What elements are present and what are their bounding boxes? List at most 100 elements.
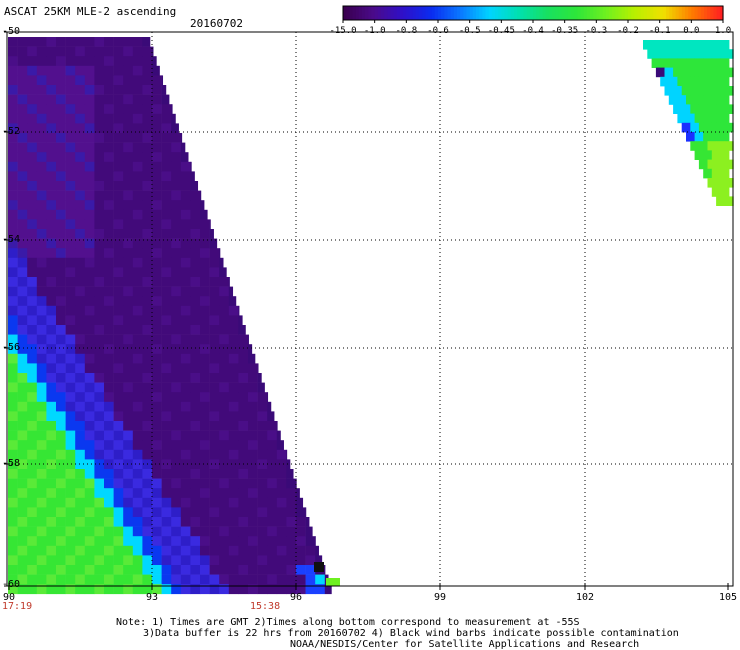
swath-cell xyxy=(200,526,210,537)
swath-cell xyxy=(267,488,278,499)
colorbar-swatch xyxy=(590,6,594,20)
swath-cell xyxy=(94,497,105,508)
swath-cell xyxy=(152,344,162,355)
swath-cell xyxy=(161,459,172,470)
colorbar-swatch xyxy=(685,6,689,20)
swath-cell xyxy=(27,277,38,287)
swath-cell xyxy=(132,334,143,345)
swath-cell xyxy=(190,248,201,259)
swath-cell xyxy=(75,181,86,191)
swath-cell xyxy=(180,238,191,249)
colorbar-swatch xyxy=(666,6,670,20)
swath-cell xyxy=(152,315,162,326)
swath-cell xyxy=(123,181,134,191)
swath-cell xyxy=(190,373,201,383)
swath-cell xyxy=(677,40,687,50)
swath-cell xyxy=(142,449,153,460)
swath-cell xyxy=(17,37,28,47)
swath-cell xyxy=(305,555,316,566)
swath-cell xyxy=(171,421,182,431)
swath-cell xyxy=(724,159,734,170)
swath-cell xyxy=(152,257,162,268)
swath-cell xyxy=(104,152,114,163)
swath-cell xyxy=(46,382,57,393)
swath-cell xyxy=(142,248,153,259)
swath-cell xyxy=(65,305,76,316)
swath-cell xyxy=(267,392,269,403)
swath-cell xyxy=(180,565,191,575)
swath-cell xyxy=(104,478,114,489)
swath-cell xyxy=(152,334,162,345)
swath-cell xyxy=(104,497,114,508)
swath-cell xyxy=(209,449,220,460)
swath-cell xyxy=(65,478,76,489)
swath-cell xyxy=(209,325,220,335)
swath-cell xyxy=(56,488,66,499)
swath-cell xyxy=(46,267,57,278)
swath-cell xyxy=(724,178,734,188)
swath-cell xyxy=(305,536,316,547)
swath-cell xyxy=(171,219,182,230)
swath-cell xyxy=(75,37,86,47)
swath-cell xyxy=(698,141,708,151)
x-tick-label: 96 xyxy=(289,592,303,603)
swath-cell xyxy=(56,411,66,422)
swath-cell xyxy=(36,248,47,259)
swath-cell xyxy=(8,305,18,316)
swath-cell xyxy=(276,497,287,508)
swath-cell xyxy=(257,517,268,527)
swath-cell xyxy=(113,565,124,575)
colorbar-tick-label: -0.3 xyxy=(585,26,608,36)
swath-cell xyxy=(123,449,134,460)
swath-cell xyxy=(56,353,66,364)
swath-cell xyxy=(27,65,38,76)
swath-cell xyxy=(698,49,708,59)
swath-cell xyxy=(104,363,114,374)
swath-cell xyxy=(694,113,704,124)
swath-cell xyxy=(113,344,124,355)
swath-cell xyxy=(17,334,28,345)
swath-cell xyxy=(27,113,38,124)
swath-cell xyxy=(104,574,114,585)
swath-cell xyxy=(660,40,670,50)
swath-cell xyxy=(276,507,287,518)
swath-cell xyxy=(720,132,730,142)
swath-cell xyxy=(8,152,18,163)
swath-cell xyxy=(27,497,38,508)
swath-cell xyxy=(65,238,76,249)
swath-cell xyxy=(65,584,76,595)
swath-cell xyxy=(180,277,191,287)
colorbar-swatch xyxy=(488,6,493,20)
swath-cell xyxy=(27,305,38,316)
swath-cell xyxy=(104,190,114,201)
swath-cell xyxy=(56,209,66,220)
swath-cell xyxy=(305,574,316,585)
swath-cell xyxy=(46,133,57,143)
swath-cell xyxy=(17,229,28,239)
swath-cell xyxy=(94,238,105,249)
swath-cell xyxy=(27,584,38,595)
swath-cell xyxy=(17,113,28,124)
swath-cell xyxy=(123,526,134,537)
swath-cell xyxy=(190,545,201,556)
swath-cell xyxy=(56,555,66,566)
swath-cell xyxy=(8,277,18,287)
colorbar-swatch xyxy=(713,6,718,20)
swath-cell xyxy=(720,187,730,197)
swath-cell xyxy=(104,344,114,355)
swath-cell xyxy=(238,353,249,364)
swath-cell xyxy=(8,363,18,374)
swath-cell xyxy=(209,430,220,441)
colorbar-swatch xyxy=(428,6,433,20)
colorbar-swatch xyxy=(672,6,677,20)
swath-cell xyxy=(123,334,134,345)
swath-cell xyxy=(36,574,47,585)
swath-cell xyxy=(219,344,230,355)
swath-cell xyxy=(17,555,28,566)
colorbar-tick-label: -0.8 xyxy=(395,26,418,36)
swath-cell xyxy=(200,315,210,326)
swath-cell xyxy=(132,75,143,86)
swath-cell xyxy=(257,430,268,441)
swath-cell xyxy=(228,392,239,403)
swath-cell xyxy=(161,421,172,431)
